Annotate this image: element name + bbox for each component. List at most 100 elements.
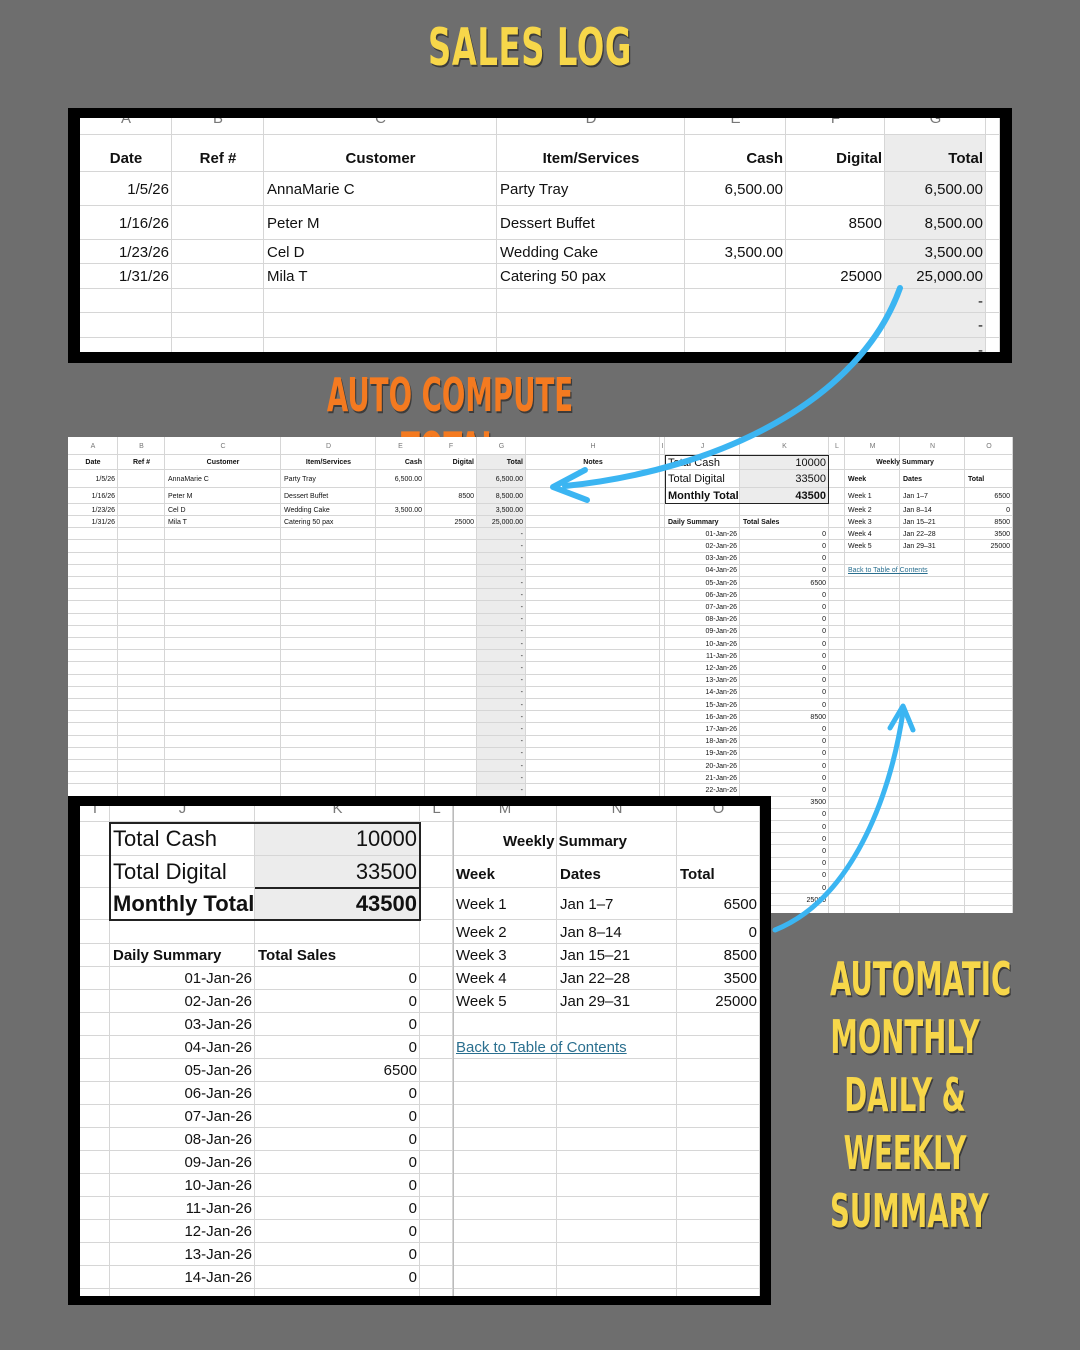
grid-cell[interactable] xyxy=(900,711,965,724)
grid-cell[interactable] xyxy=(965,821,1013,834)
grid-cell[interactable] xyxy=(425,711,477,724)
grid-cell[interactable] xyxy=(845,882,900,895)
grid-cell[interactable] xyxy=(740,650,829,663)
grid-cell[interactable] xyxy=(740,638,829,651)
grid-cell[interactable] xyxy=(118,625,165,638)
grid-cell[interactable] xyxy=(80,967,110,990)
grid-cell[interactable] xyxy=(420,1174,453,1197)
grid-cell[interactable] xyxy=(677,1151,760,1174)
grid-cell[interactable] xyxy=(526,488,660,504)
grid-cell[interactable] xyxy=(453,806,557,822)
grid-cell[interactable] xyxy=(677,1013,760,1036)
grid-cell[interactable] xyxy=(557,1289,677,1296)
grid-cell[interactable] xyxy=(660,552,665,565)
grid-cell[interactable] xyxy=(420,1105,453,1128)
grid-cell[interactable] xyxy=(281,528,376,541)
grid-cell[interactable] xyxy=(68,747,118,760)
grid-cell[interactable] xyxy=(845,747,900,760)
grid-cell[interactable] xyxy=(376,552,425,565)
grid-cell[interactable] xyxy=(965,686,1013,699)
grid-cell[interactable] xyxy=(526,638,660,651)
grid-cell[interactable] xyxy=(845,650,900,663)
grid-cell[interactable] xyxy=(420,1082,453,1105)
grid-cell[interactable] xyxy=(965,613,1013,626)
grid-cell[interactable] xyxy=(110,920,255,944)
grid-cell[interactable] xyxy=(453,920,557,944)
grid-cell[interactable] xyxy=(165,735,281,748)
grid-cell[interactable] xyxy=(660,577,665,590)
grid-cell[interactable] xyxy=(165,516,281,529)
grid-cell[interactable] xyxy=(425,564,477,577)
grid-cell[interactable] xyxy=(885,289,986,313)
grid-cell[interactable] xyxy=(740,528,829,541)
grid-cell[interactable] xyxy=(264,264,497,289)
grid-cell[interactable] xyxy=(965,601,1013,614)
grid-cell[interactable] xyxy=(665,723,740,736)
grid-cell[interactable] xyxy=(557,1197,677,1220)
grid-cell[interactable] xyxy=(660,516,665,529)
grid-cell[interactable] xyxy=(965,760,1013,773)
grid-cell[interactable] xyxy=(665,601,740,614)
grid-cell[interactable] xyxy=(677,806,760,822)
grid-cell[interactable] xyxy=(900,650,965,663)
grid-cell[interactable] xyxy=(829,686,845,699)
grid-cell[interactable] xyxy=(281,516,376,529)
grid-cell[interactable] xyxy=(425,638,477,651)
grid-cell[interactable] xyxy=(665,735,740,748)
grid-cell[interactable] xyxy=(900,504,965,516)
grid-cell[interactable] xyxy=(845,625,900,638)
grid-cell[interactable] xyxy=(255,1174,420,1197)
grid-cell[interactable] xyxy=(68,711,118,724)
grid-cell[interactable] xyxy=(845,857,900,870)
grid-cell[interactable] xyxy=(829,699,845,712)
grid-cell[interactable] xyxy=(829,528,845,541)
grid-cell[interactable] xyxy=(845,577,900,590)
grid-cell[interactable] xyxy=(557,822,677,856)
grid-cell[interactable] xyxy=(526,470,660,488)
grid-cell[interactable] xyxy=(845,564,900,577)
grid-cell[interactable] xyxy=(477,772,526,785)
grid-cell[interactable] xyxy=(740,552,829,565)
grid-cell[interactable] xyxy=(845,516,900,529)
grid-cell[interactable] xyxy=(477,613,526,626)
grid-cell[interactable] xyxy=(660,601,665,614)
grid-cell[interactable] xyxy=(68,686,118,699)
grid-cell[interactable] xyxy=(420,1128,453,1151)
grid-cell[interactable] xyxy=(172,118,264,135)
grid-cell[interactable] xyxy=(68,601,118,614)
grid-cell[interactable] xyxy=(165,601,281,614)
grid-cell[interactable] xyxy=(526,650,660,663)
grid-cell[interactable] xyxy=(255,944,420,967)
grid-cell[interactable] xyxy=(845,796,900,809)
grid-cell[interactable] xyxy=(420,990,453,1013)
grid-cell[interactable] xyxy=(165,760,281,773)
grid-cell[interactable] xyxy=(557,806,677,822)
grid-cell[interactable] xyxy=(80,888,110,920)
grid-cell[interactable] xyxy=(900,821,965,834)
grid-cell[interactable] xyxy=(557,1243,677,1266)
grid-cell[interactable] xyxy=(68,674,118,687)
grid-cell[interactable] xyxy=(68,437,118,455)
grid-cell[interactable] xyxy=(376,650,425,663)
grid-cell[interactable] xyxy=(900,796,965,809)
grid-cell[interactable] xyxy=(885,135,986,172)
grid-cell[interactable] xyxy=(118,699,165,712)
grid-cell[interactable] xyxy=(786,172,885,206)
grid-cell[interactable] xyxy=(845,674,900,687)
grid-cell[interactable] xyxy=(376,455,425,470)
grid-cell[interactable] xyxy=(497,313,685,338)
grid-cell[interactable] xyxy=(685,135,786,172)
grid-cell[interactable] xyxy=(965,723,1013,736)
grid-cell[interactable] xyxy=(557,1266,677,1289)
grid-cell[interactable] xyxy=(965,540,1013,553)
grid-cell[interactable] xyxy=(965,470,1013,488)
grid-cell[interactable] xyxy=(165,686,281,699)
grid-cell[interactable] xyxy=(829,857,845,870)
grid-cell[interactable] xyxy=(665,699,740,712)
grid-cell[interactable] xyxy=(281,601,376,614)
grid-cell[interactable] xyxy=(118,516,165,529)
grid-cell[interactable] xyxy=(965,528,1013,541)
grid-cell[interactable] xyxy=(660,528,665,541)
grid-cell[interactable] xyxy=(453,1059,557,1082)
grid-cell[interactable] xyxy=(376,711,425,724)
